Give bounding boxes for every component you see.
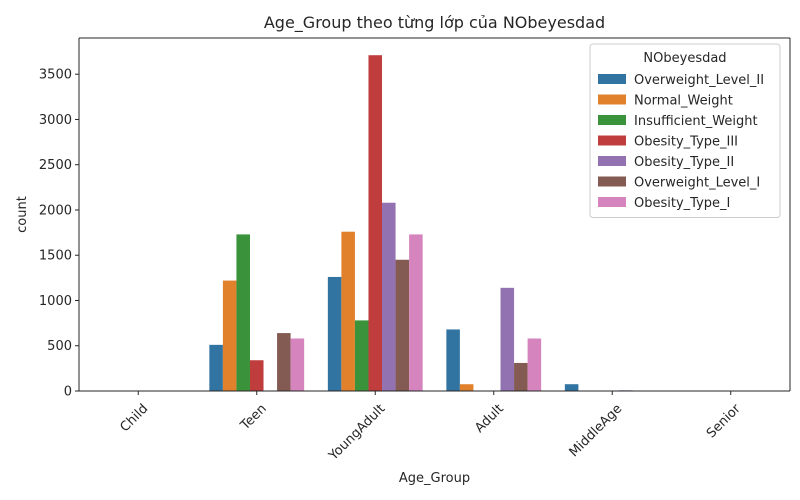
- y-tick-label: 0: [64, 385, 72, 400]
- y-tick-label: 2000: [39, 203, 72, 218]
- bar-normal-weight-teen: [222, 280, 237, 391]
- bar-obesity-type-i-adult: [527, 338, 542, 391]
- legend-label: Obesity_Type_II: [634, 155, 734, 170]
- legend-title: NObeyesdad: [643, 51, 726, 66]
- legend-label: Obesity_Type_I: [634, 196, 730, 211]
- bar-overweight-level-ii-middleage: [564, 384, 579, 391]
- legend: NObeyesdad Overweight_Level_II Normal_Weig…: [589, 43, 781, 218]
- bar-insufficient-weight-youngadult: [354, 320, 369, 391]
- y-tick-label: 1000: [39, 294, 72, 309]
- x-tick-label: YoungAdult: [326, 401, 389, 464]
- bar-overweight-level-i-adult: [514, 362, 528, 391]
- bar-overweight-level-ii-adult: [446, 329, 460, 391]
- y-tick-label: 3500: [39, 68, 72, 83]
- bar-insufficient-weight-teen: [236, 234, 250, 391]
- bar-overweight-level-i-youngadult: [395, 259, 410, 391]
- x-tick-label: Senior: [704, 401, 744, 441]
- bar-obesity-type-i-youngadult: [409, 234, 423, 391]
- bar-normal-weight-adult: [459, 384, 474, 391]
- legend-swatch: [598, 156, 626, 166]
- legend-swatch: [598, 74, 626, 84]
- legend-label: Overweight_Level_II: [634, 73, 764, 88]
- y-tick-label: 500: [47, 339, 72, 354]
- legend-label: Overweight_Level_I: [634, 176, 760, 191]
- bar-overweight-level-i-teen: [277, 333, 291, 391]
- legend-label: Normal_Weight: [634, 94, 733, 109]
- bar-obesity-type-iii-teen: [249, 360, 264, 391]
- bar-normal-weight-youngadult: [341, 231, 355, 391]
- x-tick-label: Teen: [237, 401, 270, 434]
- bar-overweight-level-ii-youngadult: [327, 276, 342, 391]
- legend-swatch: [598, 115, 626, 125]
- x-axis-label: Age_Group: [399, 471, 470, 486]
- y-tick-label: 1500: [39, 249, 72, 264]
- x-tick-label: MiddleAge: [567, 401, 626, 460]
- legend-swatch: [598, 94, 626, 105]
- chart-title: Age_Group theo từng lớp của NObeyesdad: [264, 13, 605, 33]
- legend-swatch: [598, 176, 626, 187]
- legend-box: [589, 43, 781, 218]
- y-axis-label: count: [15, 196, 30, 233]
- x-tick-label: Child: [118, 401, 152, 435]
- legend-swatch: [598, 197, 626, 207]
- plot-area: 0 500 1000 1500 2000 2500 3000 3500 Child Teen You…: [39, 37, 791, 464]
- y-tick-label: 2500: [39, 158, 72, 173]
- legend-label: Insufficient_Weight: [634, 114, 758, 129]
- bar-obesity-type-ii-adult: [500, 287, 515, 391]
- legend-swatch: [598, 135, 626, 146]
- bar-obesity-type-iii-youngadult: [368, 55, 383, 391]
- y-tick-label: 3000: [39, 113, 72, 128]
- bar-obesity-type-i-teen: [290, 338, 305, 391]
- bar-obesity-type-ii-youngadult: [382, 202, 396, 391]
- legend-label: Obesity_Type_III: [634, 135, 738, 150]
- x-tick-label: Adult: [472, 401, 507, 436]
- bar-overweight-level-ii-teen: [209, 344, 223, 391]
